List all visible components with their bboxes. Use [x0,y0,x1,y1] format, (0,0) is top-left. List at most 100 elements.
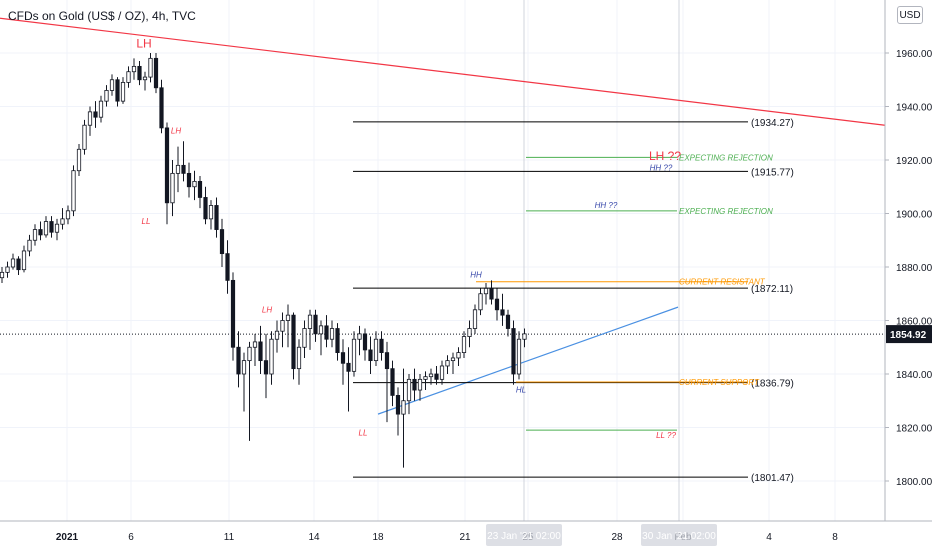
candle-body [362,333,368,351]
candle-body [423,376,428,380]
candle-body [445,360,450,367]
annotation-label-2: CURRENT RESISTANT [679,278,766,287]
candle-body [5,266,10,273]
x-tick-label: 2021 [56,532,79,543]
candle-body [302,328,307,348]
candle-body [318,325,324,335]
crosshair-lines [0,0,885,521]
swing-label-5: HH [470,271,482,280]
x-tick-label: 8 [832,532,838,543]
candle-body [516,338,522,375]
candle-body [137,65,142,81]
candle-body [120,82,126,102]
candle-body [351,338,357,372]
candle-body [164,127,170,204]
swing-label-10: LL ?? [656,431,676,440]
candle-body [49,221,54,233]
crosshair-date-box-0 [486,524,562,546]
candle-body [428,373,434,378]
candle-body [439,365,445,380]
candle-body [93,111,98,118]
candle-body [340,352,346,364]
swing-label-3: LH [262,305,272,314]
candle-body [71,170,76,212]
candle-body [494,298,500,311]
x-tick-label: 18 [372,532,384,543]
candle-body [450,357,456,362]
current-price-tag [886,325,932,344]
candle-body [43,221,49,236]
candle-body [467,328,472,337]
candle-body [500,309,505,316]
candle-body [192,180,197,188]
x-tick-label: 21 [459,532,471,543]
candle-body [263,360,269,375]
y-tick-label: 1920.00 [896,156,932,167]
level-label-0: (1934.27) [751,118,794,129]
candle-body [368,349,373,362]
resistance-trendline [0,17,886,126]
candle-body [54,223,60,233]
y-tick-label: 1820.00 [896,424,932,435]
candle-body [203,197,208,220]
candle-body [434,373,439,380]
swing-label-7: LH ?? [649,149,681,163]
y-tick-label: 1840.00 [896,370,932,381]
candle-body [522,333,527,340]
candle-body [131,65,137,73]
candle-body [214,205,219,230]
y-tick-label: 1860.00 [896,317,932,328]
candle-body [115,79,120,102]
candle-body [27,239,32,252]
y-tick-label: 1880.00 [896,263,932,274]
x-tick-label: 14 [308,532,320,543]
chart-title: CFDs on Gold (US$ / OZ), 4h, TVC [8,9,196,23]
candle-body [412,378,417,391]
candle-body [87,111,93,126]
level-label-2: (1872.11) [751,284,793,295]
annotation-label-0: EXPECTING REJECTION [679,153,773,162]
x-tick-label: 6 [128,532,134,543]
candle-body [208,205,214,220]
annotation-lines: EXPECTING REJECTION EXPECTING REJECTION CU… [476,153,773,431]
candle-body [258,341,263,362]
candle-body [357,333,362,340]
x-tick-label: 4 [766,532,772,543]
currency-button[interactable]: USD [897,6,923,24]
candle-body [236,346,241,375]
swing-label-8: HH ?? [650,164,673,173]
candle-body [511,328,516,375]
y-tick-label: 1900.00 [896,210,932,221]
candle-body [390,368,395,396]
candle-body [379,338,384,354]
candle-body [401,400,406,415]
candle-body [65,210,71,220]
candle-body [241,360,247,375]
candle-body [483,287,489,295]
candle-body [32,229,38,241]
candle-body [159,87,164,129]
candle-body [82,124,87,150]
candle-body [505,314,511,329]
candle-body [230,279,236,348]
candle-body [489,287,494,300]
gridlines [0,0,885,521]
candle-body [384,352,390,370]
y-tick-label: 1960.00 [896,49,932,60]
candle-body [313,314,318,335]
level-label-3: (1836.79) [751,379,794,390]
candle-body [109,79,115,91]
swing-label-0: LH [136,37,151,51]
candle-body [307,314,313,329]
candle-body [21,250,27,271]
swing-label-2: LL [142,217,151,226]
annotation-label-1: EXPECTING REJECTION [679,207,773,216]
crosshair-date-box-1 [641,524,717,546]
candle-body [104,90,109,102]
swing-label-1: LH [171,126,181,135]
candle-body [461,336,467,353]
candle-body [153,57,159,89]
candle-body [219,229,225,255]
